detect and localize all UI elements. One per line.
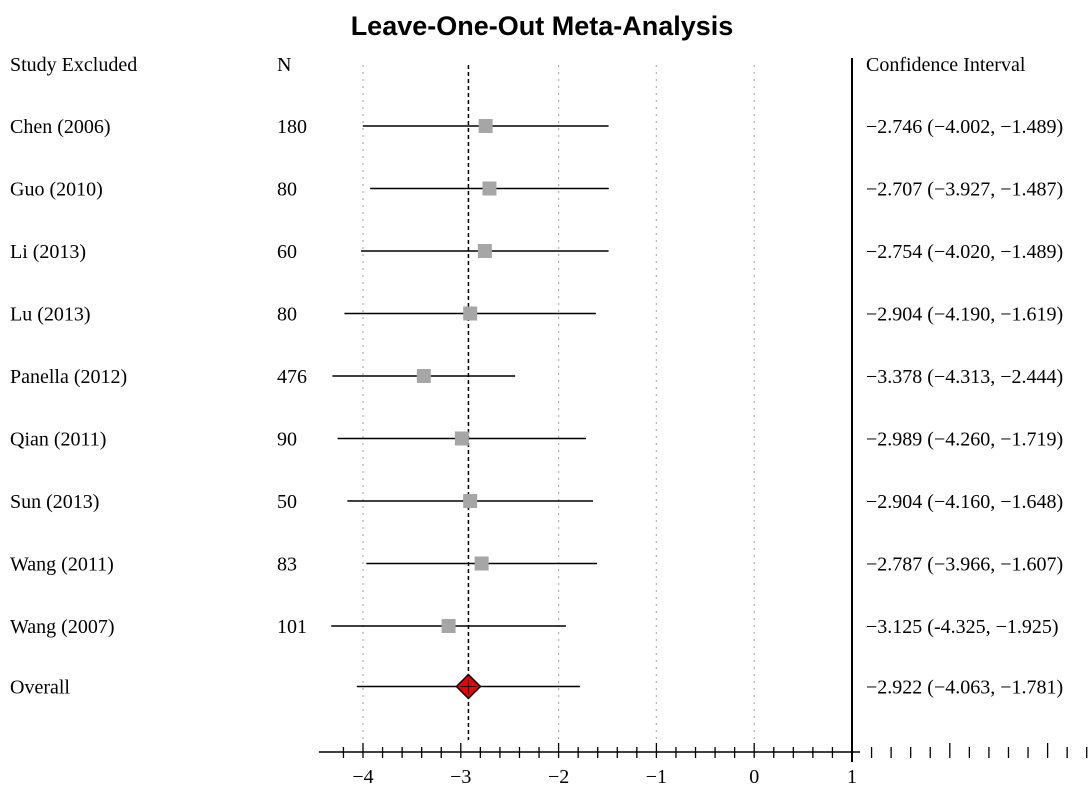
header-study: Study Excluded (10, 54, 137, 76)
study-row: Lu (2013) 80 −2.904 (−4.190, −1.619) (10, 304, 1063, 326)
ci-text: −2.904 (−4.160, −1.648) (866, 491, 1063, 513)
ci-text: −2.989 (−4.260, −1.719) (866, 429, 1063, 451)
study-label: Lu (2013) (10, 304, 91, 326)
study-rows: Chen (2006) 180 −2.746 (−4.002, −1.489) Guo… (10, 116, 1063, 638)
study-n: 83 (277, 554, 297, 576)
gridlines (362, 65, 755, 740)
estimate-marker (463, 306, 478, 321)
x-tick-label: −4 (352, 766, 373, 788)
ci-text: −2.707 (−3.927, −1.487) (866, 179, 1063, 201)
estimate-marker (477, 244, 492, 258)
ci-text: −2.904 (−4.190, −1.619) (866, 304, 1063, 326)
ci-text: −2.787 (−3.966, −1.607) (866, 554, 1063, 576)
study-label: Guo (2010) (10, 179, 103, 201)
study-label: Chen (2006) (10, 116, 111, 138)
study-row: Li (2013) 60 −2.754 (−4.020, −1.489) (10, 241, 1063, 263)
study-label: Panella (2012) (10, 366, 127, 388)
overall-label: Overall (10, 677, 70, 699)
header-n: N (277, 54, 291, 76)
study-label: Qian (2011) (10, 429, 106, 451)
overall-ci-text: −2.922 (−4.063, −1.781) (866, 677, 1063, 699)
x-tick-label: −2 (548, 766, 569, 788)
header-ci: Confidence Interval (866, 54, 1026, 76)
chart-title: Leave-One-Out Meta-Analysis (351, 11, 734, 41)
study-n: 80 (277, 179, 297, 201)
x-tick-label: −3 (450, 766, 471, 788)
estimate-marker (463, 494, 478, 508)
ci-text: −2.746 (−4.002, −1.489) (866, 116, 1063, 138)
study-label: Wang (2011) (10, 554, 114, 576)
study-n: 476 (277, 366, 307, 388)
estimate-marker (474, 556, 489, 571)
study-label: Sun (2013) (10, 491, 99, 513)
study-row: Guo (2010) 80 −2.707 (−3.927, −1.487) (10, 179, 1063, 201)
estimate-marker (454, 431, 469, 446)
overall-row: Overall −2.922 (−4.063, −1.781) (10, 673, 1063, 700)
estimate-marker (416, 369, 431, 383)
study-n: 180 (277, 116, 307, 138)
ci-text: −3.125 (-4.325, −1.925) (866, 616, 1059, 638)
x-tick-label: −1 (646, 766, 667, 788)
x-axis: −4 −3 −2 −1 0 1 (318, 743, 1088, 788)
study-n: 60 (277, 241, 297, 263)
study-n: 50 (277, 491, 297, 513)
estimate-marker (478, 119, 493, 133)
ci-text: −2.754 (−4.020, −1.489) (866, 241, 1063, 263)
study-row: Panella (2012) 476 −3.378 (−4.313, −2.444) (10, 366, 1063, 388)
study-row: Wang (2007) 101 −3.125 (-4.325, −1.925) (10, 616, 1059, 638)
ci-text: −3.378 (−4.313, −2.444) (866, 366, 1063, 388)
study-row: Chen (2006) 180 −2.746 (−4.002, −1.489) (10, 116, 1063, 138)
study-row: Wang (2011) 83 −2.787 (−3.966, −1.607) (10, 554, 1063, 576)
study-n: 101 (277, 616, 307, 638)
estimate-marker (482, 181, 497, 196)
x-tick-label: 1 (847, 766, 857, 788)
study-label: Li (2013) (10, 241, 86, 263)
estimate-marker (441, 619, 456, 633)
x-tick-label: 0 (749, 766, 759, 788)
study-n: 80 (277, 304, 297, 326)
study-row: Sun (2013) 50 −2.904 (−4.160, −1.648) (10, 491, 1063, 513)
study-n: 90 (277, 429, 297, 451)
study-label: Wang (2007) (10, 616, 114, 638)
study-row: Qian (2011) 90 −2.989 (−4.260, −1.719) (10, 429, 1063, 451)
